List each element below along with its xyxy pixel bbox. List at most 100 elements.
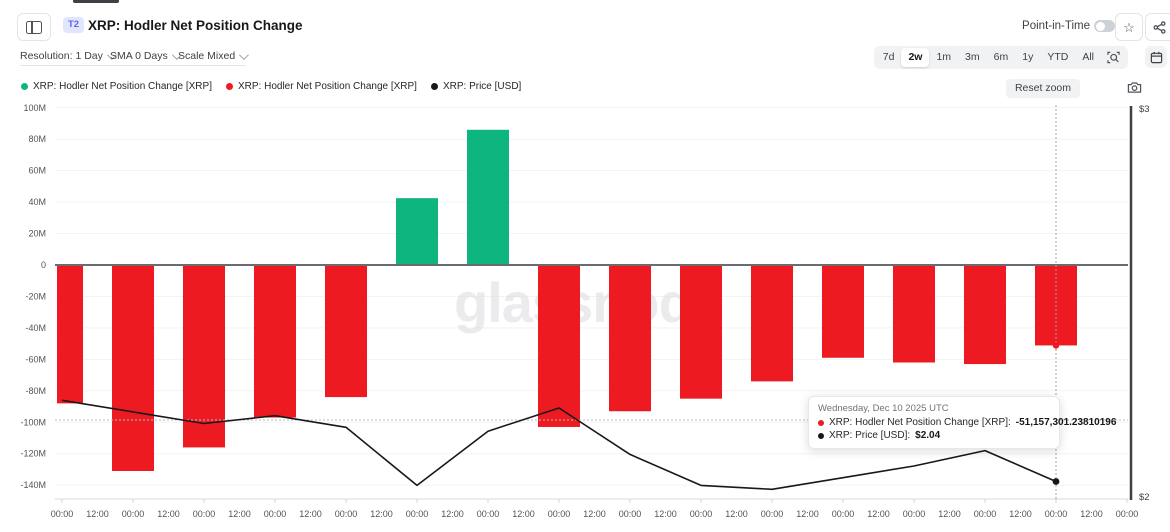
net-position-bar[interactable] xyxy=(57,265,83,404)
tooltip-row-price: XRP: Price [USD]: $2.04 xyxy=(818,430,1050,441)
x-axis-label: 12:00 xyxy=(654,509,677,519)
x-axis-label: 00:00 xyxy=(619,509,642,519)
y-axis-left-tick: 60M xyxy=(28,166,46,176)
range-3m[interactable]: 3m xyxy=(965,51,980,63)
x-axis-label: 12:00 xyxy=(370,509,393,519)
x-axis-label: 00:00 xyxy=(903,509,926,519)
x-axis-label: 12:00 xyxy=(938,509,961,519)
y-axis-left-tick: -120M xyxy=(20,449,46,459)
y-axis-left-tick: 100M xyxy=(23,103,46,113)
x-axis-label: 00:00 xyxy=(122,509,145,519)
legend-item-net-position-negative[interactable]: XRP: Hodler Net Position Change [XRP] xyxy=(225,81,417,92)
active-tab-indicator xyxy=(73,0,119,3)
net-position-bar[interactable] xyxy=(609,265,651,412)
legend-item-price[interactable]: XRP: Price [USD] xyxy=(430,81,521,92)
x-axis-label: 12:00 xyxy=(86,509,109,519)
x-axis-label: 12:00 xyxy=(583,509,606,519)
x-axis-label: 12:00 xyxy=(1009,509,1032,519)
net-position-bar[interactable] xyxy=(538,265,580,427)
net-position-bar[interactable] xyxy=(893,265,935,363)
favorite-button[interactable]: ☆ xyxy=(1115,13,1143,41)
chart-tooltip: Wednesday, Dec 10 2025 UTC XRP: Hodler N… xyxy=(808,396,1116,449)
star-icon: ☆ xyxy=(1123,19,1135,35)
share-button[interactable] xyxy=(1145,13,1170,41)
tooltip-price-value: $2.04 xyxy=(915,430,941,441)
net-position-bar[interactable] xyxy=(325,265,367,398)
screenshot-button[interactable] xyxy=(1127,80,1142,94)
tooltip-date: Wednesday, Dec 10 2025 UTC xyxy=(818,403,949,414)
calendar-icon xyxy=(1150,51,1162,63)
x-axis-label: 12:00 xyxy=(299,509,322,519)
page-title: XRP: Hodler Net Position Change xyxy=(88,18,303,33)
net-position-bar[interactable] xyxy=(112,265,154,471)
point-in-time-toggle[interactable] xyxy=(1094,20,1115,32)
range-7d[interactable]: 7d xyxy=(882,51,895,63)
x-axis-label: 00:00 xyxy=(548,509,571,519)
y-axis-right-max: $3 xyxy=(1139,104,1150,115)
chevron-down-icon xyxy=(239,49,250,60)
x-axis-label: 00:00 xyxy=(690,509,713,519)
x-axis-label: 12:00 xyxy=(725,509,748,519)
net-position-bar[interactable] xyxy=(964,265,1006,365)
resolution-dropdown[interactable]: Resolution: 1 Day xyxy=(20,49,117,66)
range-1y[interactable]: 1y xyxy=(1022,51,1034,63)
tier-badge: T2 xyxy=(63,17,85,33)
x-axis-label: 12:00 xyxy=(228,509,251,519)
x-axis-label: 12:00 xyxy=(1080,509,1103,519)
y-axis-left-tick: -40M xyxy=(25,323,46,333)
point-in-time-label: Point-in-Time xyxy=(1022,20,1090,32)
price-and-net-position-chart[interactable]: 100M 80M 60M 40M 20M 0 -20M -40M -60M -80M -100M -1… xyxy=(0,100,1170,532)
scale-value: Scale Mixed xyxy=(178,50,236,62)
hovered-price-marker xyxy=(1052,478,1060,485)
scale-dropdown[interactable]: Scale Mixed xyxy=(178,49,250,66)
net-position-bar[interactable] xyxy=(183,265,225,448)
legend-item-net-position-positive[interactable]: XRP: Hodler Net Position Change [XRP] xyxy=(21,81,212,92)
net-position-bar[interactable] xyxy=(680,265,722,399)
y-axis-left-tick: 80M xyxy=(28,134,46,144)
x-axis-label: 00:00 xyxy=(406,509,429,519)
tooltip-row-net-position: XRP: Hodler Net Position Change [XRP]: -… xyxy=(818,417,1116,428)
price-line[interactable] xyxy=(61,399,1057,491)
sma-dropdown[interactable]: SMA 0 Days xyxy=(110,49,182,66)
range-1m[interactable]: 1m xyxy=(936,51,952,63)
y-axis-left-tick: -140M xyxy=(20,480,46,490)
x-axis-label: 00:00 xyxy=(193,509,216,519)
y-axis-left-tick: -20M xyxy=(25,291,46,301)
range-all[interactable]: All xyxy=(1082,51,1094,63)
sidebar-toggle-button[interactable] xyxy=(17,13,51,41)
legend-dot-red xyxy=(225,83,233,90)
x-axis-label: 00:00 xyxy=(51,509,74,519)
zoom-to-range-icon[interactable] xyxy=(1101,49,1126,66)
share-icon xyxy=(1152,20,1166,34)
x-axis-label: 00:00 xyxy=(264,509,287,519)
legend-dot-green xyxy=(21,83,28,90)
x-axis-label: 00:00 xyxy=(974,509,997,519)
range-6m[interactable]: 6m xyxy=(993,51,1009,63)
hovered-bar-marker xyxy=(1052,342,1060,349)
x-axis-label: 00:00 xyxy=(335,509,358,519)
sma-value: SMA 0 Days xyxy=(110,50,168,62)
legend-dot-black xyxy=(430,83,438,90)
x-axis-label: 00:00 xyxy=(1116,509,1139,519)
x-axis-label: 00:00 xyxy=(832,509,855,519)
net-position-bar[interactable] xyxy=(254,265,296,418)
calendar-button[interactable] xyxy=(1145,46,1167,68)
y-axis-left-tick: 40M xyxy=(28,197,46,207)
net-position-bar[interactable] xyxy=(396,198,438,265)
camera-icon xyxy=(1127,82,1142,93)
resolution-value: Resolution: 1 Day xyxy=(20,50,103,62)
reset-zoom-button[interactable]: Reset zoom xyxy=(1005,79,1080,98)
net-position-bar[interactable] xyxy=(751,265,793,382)
net-position-bar[interactable] xyxy=(822,265,864,358)
range-ytd[interactable]: YTD xyxy=(1047,51,1069,63)
x-axis-label: 12:00 xyxy=(867,509,890,519)
sidebar-panel-icon xyxy=(26,20,42,34)
range-2w[interactable]: 2w xyxy=(901,48,930,67)
net-position-bar[interactable] xyxy=(467,129,509,265)
time-range-selector: 7d 2w 1m 3m 6m 1y YTD All xyxy=(873,46,1128,69)
x-axis-label: 12:00 xyxy=(512,509,535,519)
y-axis-left-tick: 20M xyxy=(28,229,46,239)
y-axis-right-min: $2 xyxy=(1139,492,1150,503)
x-axis-label: 12:00 xyxy=(441,509,464,519)
